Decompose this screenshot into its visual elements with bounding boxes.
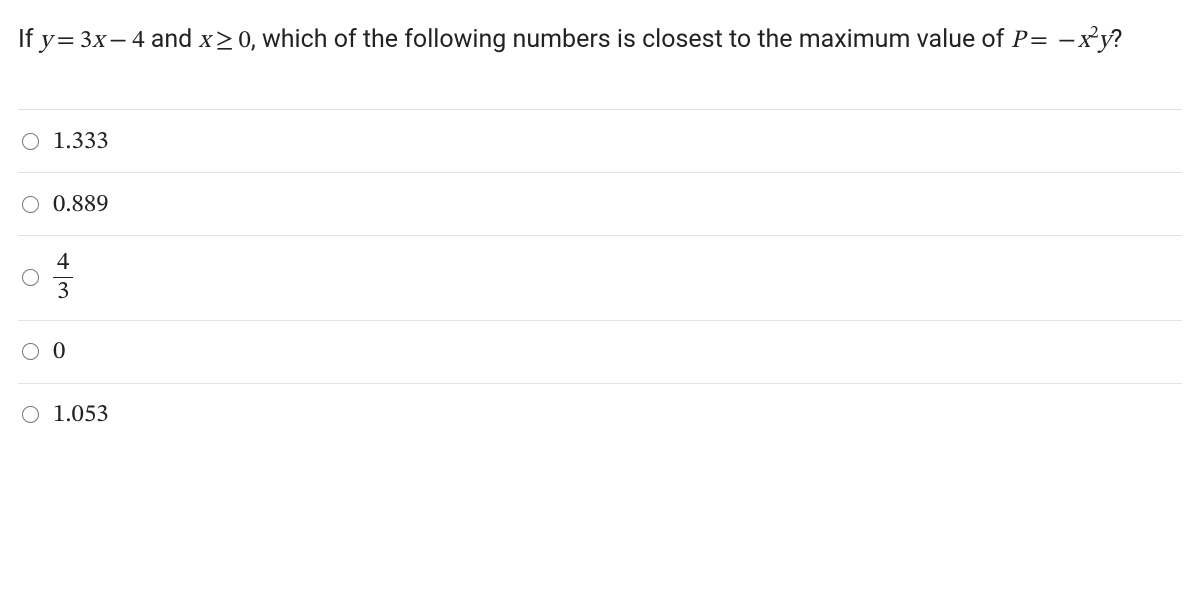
q-eq2: P=−x2y bbox=[1011, 28, 1111, 53]
question-text: If y=3x−4 and x≥0, which of the followin… bbox=[18, 20, 1182, 61]
option-e-label: 1.053 bbox=[53, 399, 109, 430]
option-a[interactable]: 1.333 bbox=[18, 110, 1182, 173]
radio-icon bbox=[22, 133, 39, 150]
option-d[interactable]: 0 bbox=[18, 321, 1182, 384]
q-text-end: ? bbox=[1111, 25, 1123, 54]
radio-icon bbox=[22, 406, 39, 423]
option-b-label: 0.889 bbox=[53, 189, 109, 220]
q-text-before: If bbox=[18, 25, 40, 54]
option-a-label: 1.333 bbox=[53, 126, 109, 157]
option-e[interactable]: 1.053 bbox=[18, 384, 1182, 446]
fraction: 4 3 bbox=[53, 250, 73, 306]
option-d-label: 0 bbox=[53, 336, 65, 367]
q-ineq: x≥0 bbox=[198, 28, 250, 53]
radio-icon bbox=[22, 343, 39, 360]
q-text-mid1: and bbox=[145, 25, 199, 54]
option-b[interactable]: 0.889 bbox=[18, 173, 1182, 236]
radio-icon bbox=[22, 269, 39, 286]
option-c-label: 4 3 bbox=[53, 250, 73, 306]
options-list: 1.333 0.889 4 3 0 1.053 bbox=[18, 109, 1182, 446]
q-text-mid2: , which of the following numbers is clos… bbox=[251, 25, 1011, 54]
q-eq1: y=3x−4 bbox=[40, 28, 145, 53]
radio-icon bbox=[22, 196, 39, 213]
option-c[interactable]: 4 3 bbox=[18, 236, 1182, 321]
